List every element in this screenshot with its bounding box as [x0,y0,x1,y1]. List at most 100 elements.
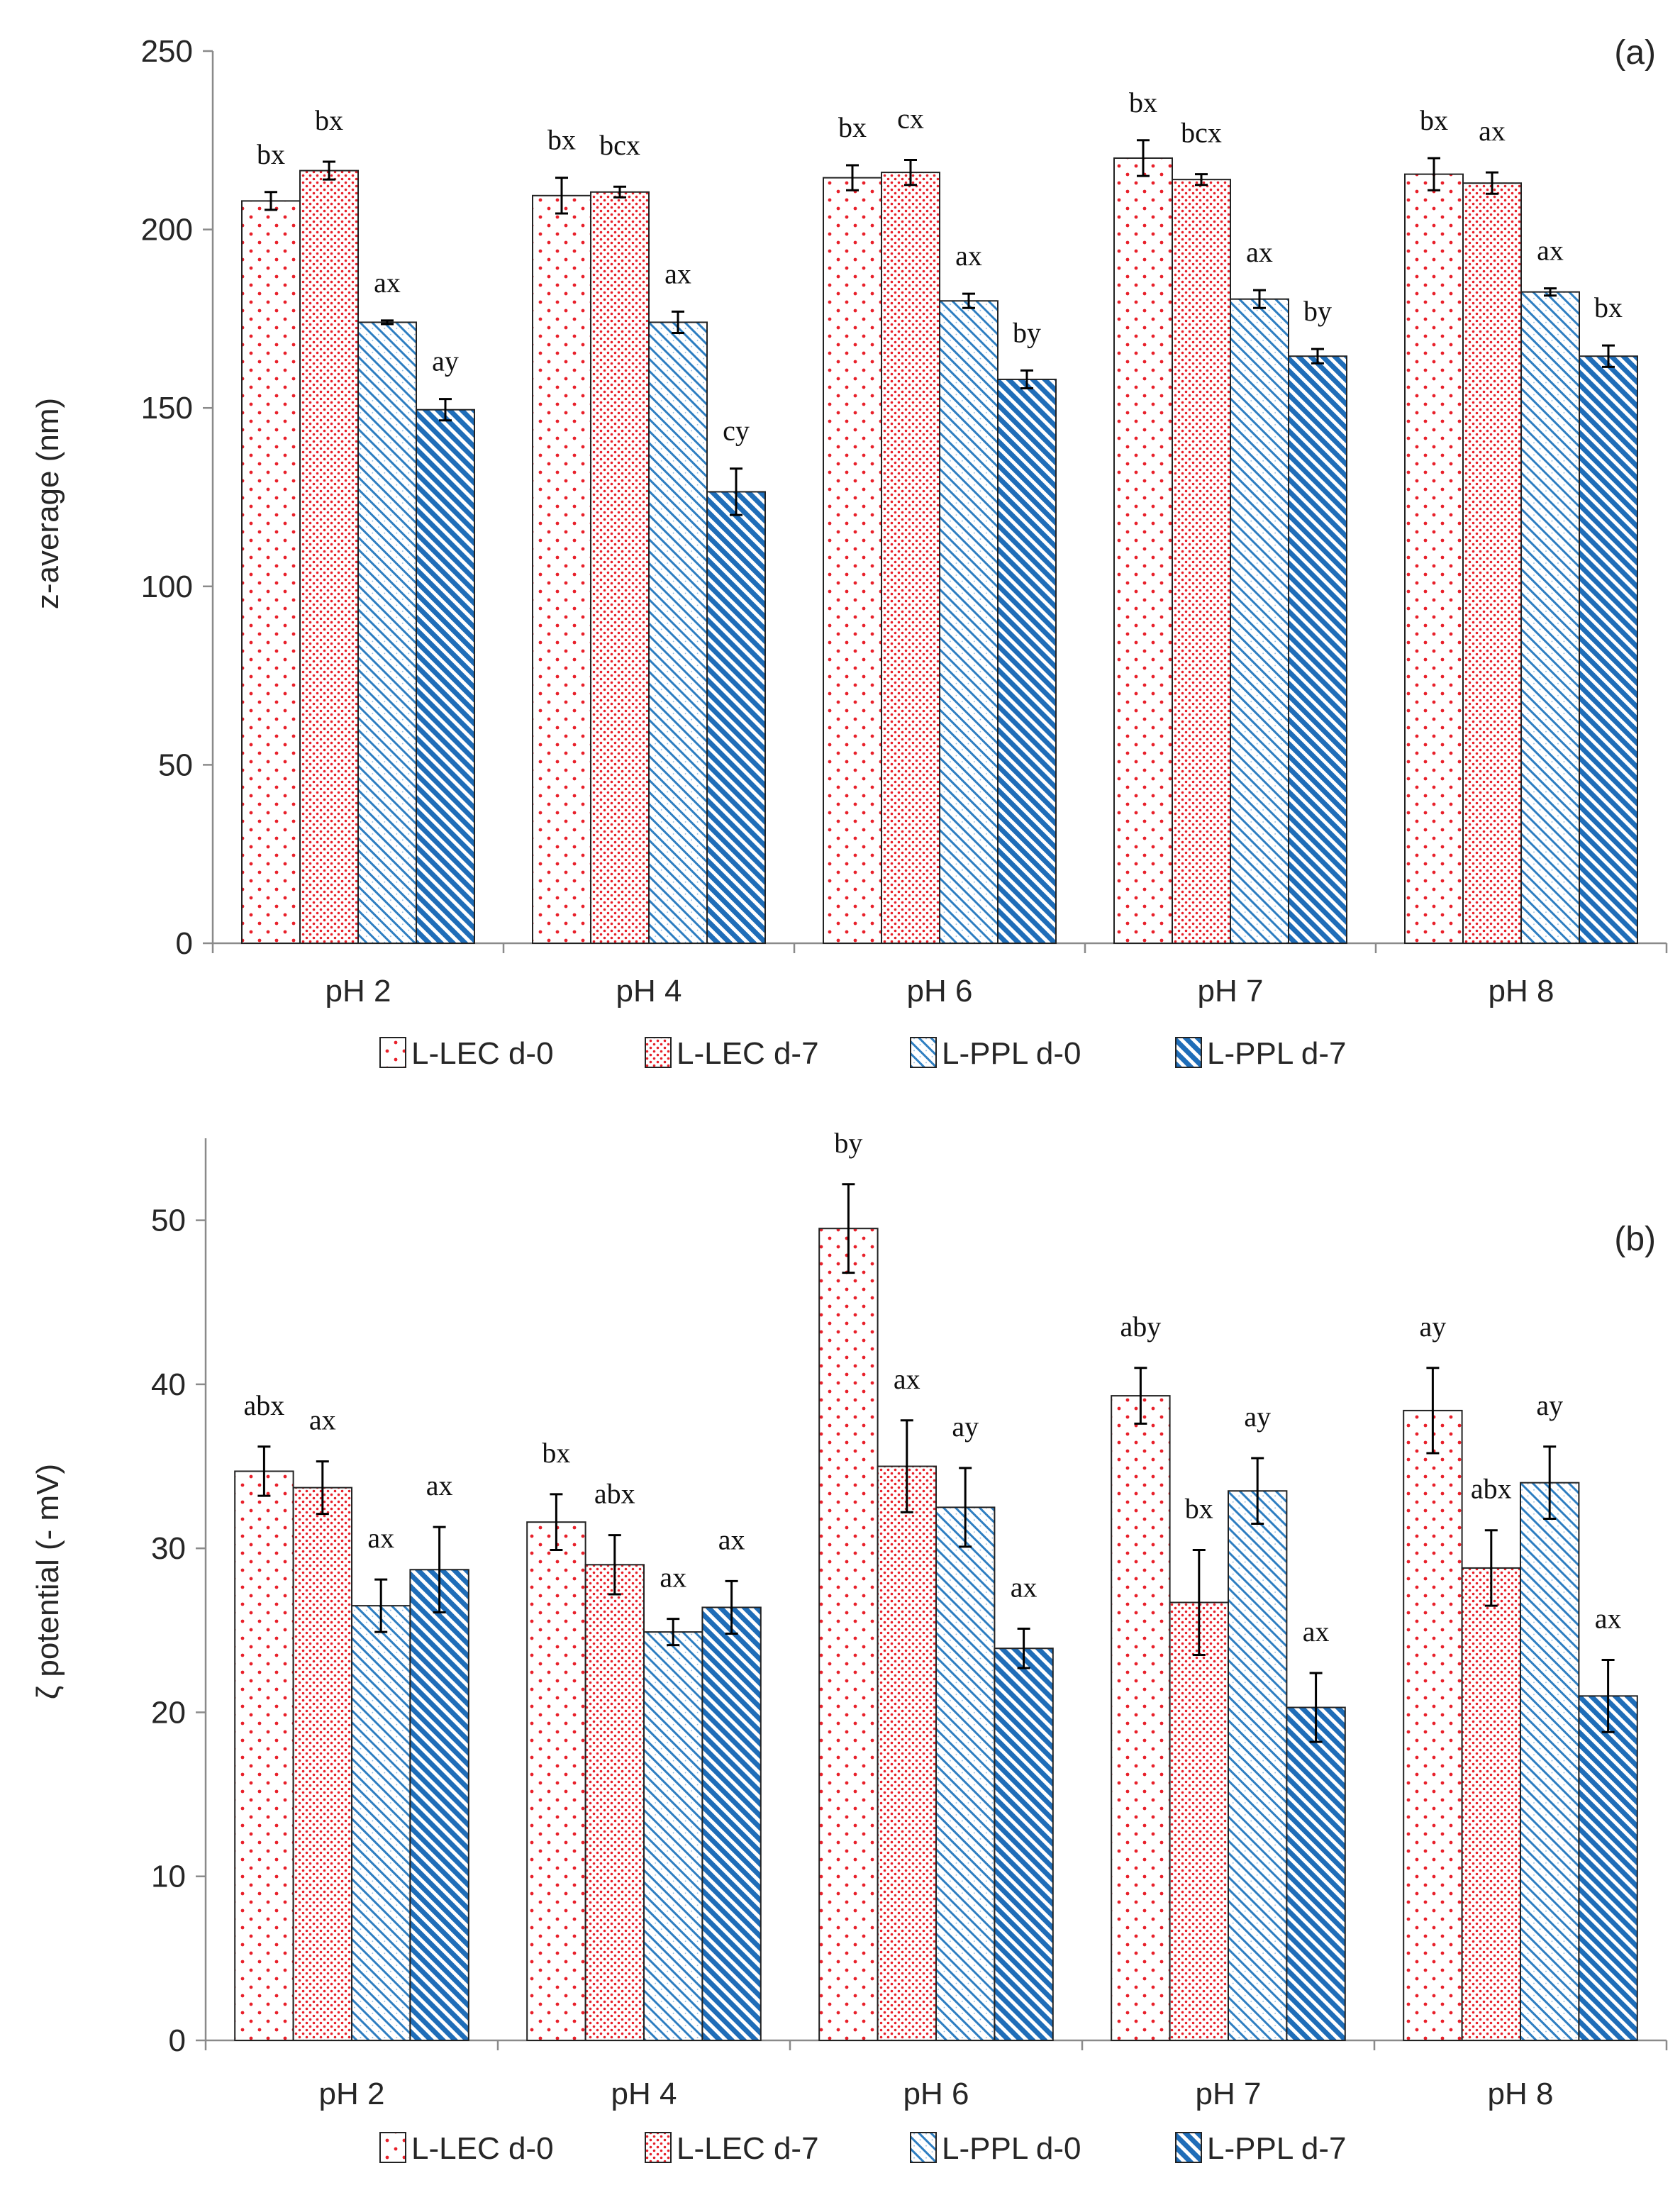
significance-letter: bx [1420,104,1448,136]
legend-swatch [645,1037,672,1068]
panel-a-chart: (a) z-average (nm) 0 50 100 150 200 250 pH 2 pH… [30,34,1668,1071]
y-tick-label: 0 [176,926,193,961]
legend-label: L-PPL d-0 [942,1036,1081,1071]
bar [877,1465,937,2041]
bar [590,191,650,944]
legend-label: L-PPL d-7 [1207,2131,1346,2166]
legend-swatch [910,1037,937,1068]
legend-label: L-PPL d-7 [1207,1036,1346,1071]
bar [351,1605,411,2041]
bar [292,1487,353,2041]
significance-letter: bcx [1181,117,1222,149]
legend-swatch [1175,2132,1202,2163]
x-tick-label: pH 8 [1488,2077,1554,2111]
panel-b-chart: (b) ζ potential (- mV) 0 10 20 30 40 50 pH 2 pH… [30,1127,1668,2166]
significance-letter: bx [1185,1492,1213,1524]
y-tick-label: 150 [141,391,193,426]
bar [1169,1601,1229,2041]
significance-letter: bx [1594,291,1623,323]
significance-letter: ax [660,1562,686,1594]
significance-letter: abx [244,1389,285,1421]
significance-letter: ay [952,1411,979,1443]
significance-letter: bx [547,124,576,156]
significance-letter: ax [367,1522,394,1554]
significance-letter: bx [315,104,343,136]
bar [1288,355,1347,944]
y-tick-label: 20 [151,1695,186,1730]
bar [939,300,998,944]
y-tick-label: 0 [169,2023,186,2058]
bar [1520,1482,1580,2041]
significance-letter: ax [664,257,691,289]
legend-swatch [1175,1037,1202,1068]
x-tick-label: pH 8 [1489,974,1554,1008]
significance-letter: by [834,1127,862,1159]
bar [409,1569,469,2042]
panel-a-label: (a) [1614,34,1656,72]
bar [1579,355,1638,944]
significance-letter: ax [894,1363,920,1395]
bar [1286,1706,1346,2041]
significance-letter: abx [594,1478,635,1510]
bar [584,1564,645,2041]
bar [241,200,301,944]
bar [299,170,359,944]
bar [1578,1695,1638,2042]
significance-letter: ay [1244,1401,1271,1433]
panel-a-y-axis-title: z-average (nm) [30,398,65,609]
y-tick-label: 100 [141,569,193,604]
bar [997,378,1057,944]
bar [706,491,766,944]
bar [648,321,708,944]
bar [416,409,475,944]
legend-label: L-LEC d-7 [677,1036,819,1071]
significance-letter: bx [542,1437,570,1469]
significance-letter: bcx [599,129,640,161]
significance-letter: bx [838,111,867,143]
bar [1461,1567,1522,2041]
bar [1111,1395,1171,2041]
significance-letter: by [1013,316,1041,348]
x-tick-label: pH 4 [616,974,682,1008]
significance-letter: ax [718,1523,745,1555]
bar [1228,1490,1288,2041]
significance-letter: ax [309,1404,336,1436]
bar [234,1470,294,2041]
bar [1403,1409,1463,2041]
bar [526,1521,586,2042]
significance-letter: ay [1536,1389,1563,1421]
legend-label: L-LEC d-7 [677,2131,819,2166]
y-tick-label: 50 [158,748,193,782]
bar [935,1506,996,2041]
y-tick-label: 30 [151,1531,186,1566]
legend-swatch [645,2132,672,2163]
significance-letter: ax [955,240,982,272]
significance-letter: ax [374,267,401,299]
significance-letter: ax [1537,235,1564,267]
significance-letter: ax [1246,236,1273,268]
bar [1462,182,1522,945]
x-tick-label: pH 4 [611,2077,677,2111]
significance-letter: ay [1420,1311,1447,1343]
y-tick-label: 250 [141,34,193,69]
y-tick-label: 40 [151,1367,186,1402]
significance-letter: ax [426,1469,453,1501]
legend-label: L-LEC d-0 [411,1036,554,1071]
legend-swatch [379,2132,406,2163]
x-tick-label: pH 7 [1198,974,1264,1008]
legend-label: L-PPL d-0 [942,2131,1081,2166]
bar [1230,298,1289,944]
bar [1404,173,1464,944]
bar [1113,157,1173,945]
significance-letter: ax [1595,1602,1622,1634]
significance-letter: ay [432,345,459,377]
significance-letter: bx [257,138,285,170]
y-tick-label: 200 [141,213,193,248]
significance-letter: by [1303,295,1332,327]
significance-letter: ax [1011,1572,1038,1604]
bar [1520,291,1580,945]
panel-b-label: (b) [1614,1221,1656,1258]
bar [818,1228,879,2041]
y-tick-label: 10 [151,1860,186,1894]
significance-letter: cy [723,415,750,447]
